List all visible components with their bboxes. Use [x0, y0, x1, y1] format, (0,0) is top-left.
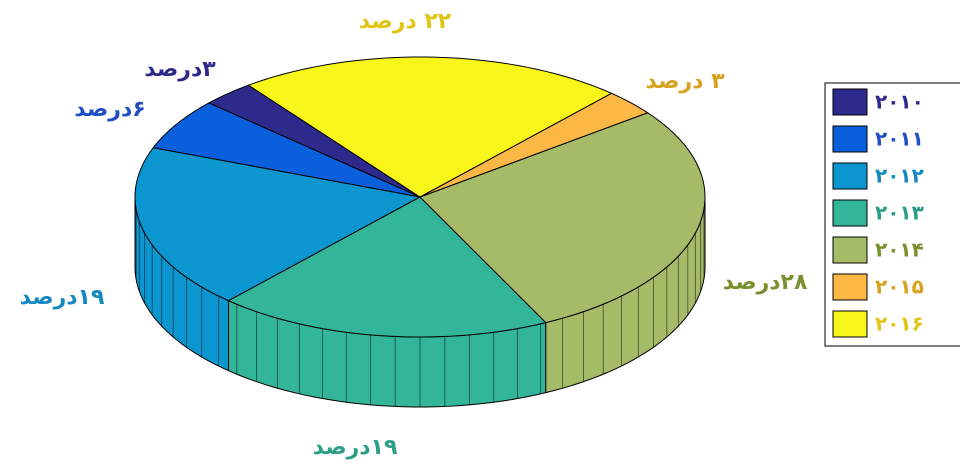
data-label: ۶درصد [74, 97, 145, 122]
legend-swatch [832, 162, 868, 190]
pie-slice [227, 196, 547, 338]
pie-slice [152, 102, 421, 198]
data-label: ۱۹درصد [313, 435, 398, 460]
data-label: ۳ درصد [645, 69, 725, 94]
data-label: ۳درصد [144, 57, 216, 82]
legend-swatch [832, 273, 868, 301]
legend-swatch [832, 199, 868, 227]
legend-label: ۲۰۱۳ [875, 201, 924, 225]
data-label: ۲۸درصد [723, 270, 808, 295]
legend-swatch [832, 236, 868, 264]
pie-slice [419, 92, 649, 198]
legend-label: ۲۰۱۶ [875, 312, 924, 336]
data-label: ۲۲ درصد [359, 9, 452, 34]
data-label: ۱۹درصد [20, 285, 105, 310]
legend-label: ۲۰۱۱ [875, 127, 924, 151]
legend-label: ۲۰۱۴ [875, 238, 924, 262]
legend-swatch [832, 310, 868, 338]
pie-slice [134, 147, 422, 302]
legend-swatch [832, 125, 868, 153]
legend-swatch [832, 88, 868, 116]
legend-label: ۲۰۱۵ [875, 275, 924, 299]
legend-label: ۲۰۱۲ [875, 164, 924, 188]
legend-label: ۲۰۱۰ [875, 90, 924, 114]
pie-slice [419, 112, 706, 324]
pie-slice [207, 84, 421, 198]
pie-slice [247, 56, 613, 198]
